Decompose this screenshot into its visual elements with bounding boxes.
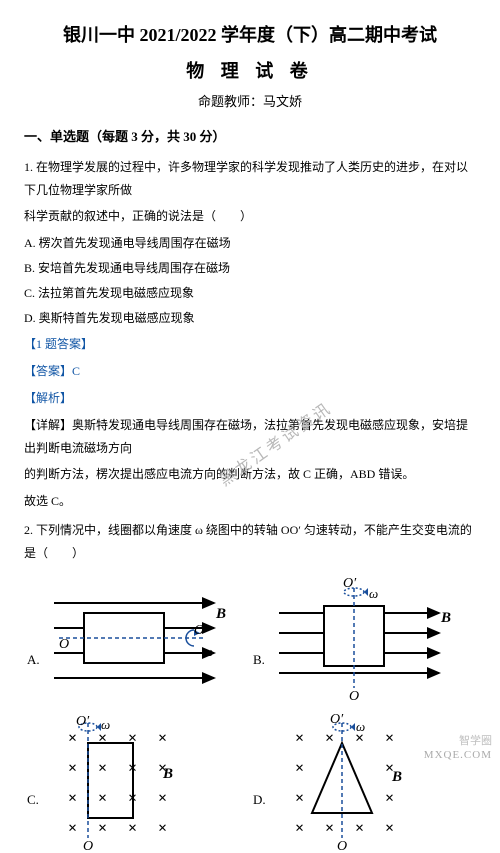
- svg-text:×: ×: [158, 730, 167, 747]
- svg-text:×: ×: [385, 790, 394, 807]
- q1-detail-3: 故选 C。: [24, 490, 476, 513]
- svg-text:×: ×: [158, 820, 167, 837]
- q2-stem: 2. 下列情况中，线圈都以角速度 ω 绕图中的转轴 OO′ 匀速转动，不能产生交…: [24, 519, 476, 565]
- svg-text:B: B: [215, 606, 226, 622]
- q1-stem-2: 科学贡献的叙述中，正确的说法是（ ）: [24, 205, 476, 228]
- svg-text:×: ×: [98, 820, 107, 837]
- svg-text:ω: ω: [369, 586, 378, 601]
- q1-opt-b: B. 安培首先发现通电导线周围存在磁场: [24, 257, 476, 280]
- figure-row: A. O O′ ω B B.: [24, 573, 476, 853]
- exam-subject: 物 理 试 卷: [24, 54, 476, 88]
- figure-c: C. ×××× ×××× ×××× ×××× O′ ω O B: [27, 713, 247, 853]
- svg-text:×: ×: [325, 820, 334, 837]
- svg-text:×: ×: [98, 730, 107, 747]
- teacher-line: 命题教师：马文娇: [24, 90, 476, 115]
- q1-answer: 【答案】C: [24, 360, 476, 383]
- figure-b: B. O O′ ω B: [253, 573, 473, 713]
- svg-text:×: ×: [68, 730, 77, 747]
- fig-b-svg: O O′ ω B: [269, 578, 459, 708]
- svg-text:×: ×: [158, 790, 167, 807]
- figure-a: A. O O′ ω B: [27, 573, 247, 713]
- fig-c-svg: ×××× ×××× ×××× ×××× O′ ω O B: [43, 713, 233, 853]
- svg-text:×: ×: [128, 820, 137, 837]
- q1-explain-label: 【解析】: [24, 387, 476, 410]
- q1-answer-label: 【1 题答案】: [24, 333, 476, 356]
- section-heading: 一、单选题（每题 3 分，共 30 分）: [24, 125, 476, 150]
- svg-text:B: B: [162, 766, 173, 782]
- svg-text:×: ×: [385, 820, 394, 837]
- svg-text:×: ×: [355, 820, 364, 837]
- fig-a-svg: O O′ ω B: [44, 578, 234, 708]
- watermark-url: MXQE.COM: [424, 745, 492, 766]
- svg-text:ω: ω: [204, 644, 213, 659]
- exam-title: 银川一中 2021/2022 学年度（下）高二期中考试: [24, 18, 476, 52]
- svg-text:×: ×: [98, 790, 107, 807]
- svg-text:×: ×: [385, 730, 394, 747]
- q1-stem-1: 1. 在物理学发展的过程中，许多物理学家的科学发现推动了人类历史的进步，在对以下…: [24, 156, 476, 202]
- q1-opt-d: D. 奥斯特首先发现电磁感应现象: [24, 307, 476, 330]
- svg-text:ω: ω: [101, 717, 110, 732]
- svg-text:×: ×: [98, 760, 107, 777]
- svg-text:ω: ω: [356, 719, 365, 734]
- fig-c-label: C.: [27, 788, 39, 813]
- q1-opt-a: A. 楞次首先发现通电导线周围存在磁场: [24, 232, 476, 255]
- svg-text:×: ×: [295, 790, 304, 807]
- svg-text:O: O: [337, 839, 347, 853]
- fig-d-label: D.: [253, 788, 266, 813]
- q1-opt-c: C. 法拉第首先发现电磁感应现象: [24, 282, 476, 305]
- svg-text:O′: O′: [330, 713, 344, 727]
- svg-text:×: ×: [295, 730, 304, 747]
- fig-d-svg: ×××× ×× ×× ×××× O′ ω O B: [270, 713, 460, 853]
- svg-text:×: ×: [325, 730, 334, 747]
- figure-d: D. ×××× ×× ×× ×××× O′ ω O B: [253, 713, 473, 853]
- svg-text:×: ×: [295, 820, 304, 837]
- svg-text:O: O: [83, 839, 93, 853]
- svg-text:O′: O′: [76, 714, 90, 729]
- svg-text:O: O: [59, 637, 69, 652]
- svg-text:O′: O′: [194, 623, 208, 638]
- svg-text:×: ×: [68, 790, 77, 807]
- svg-text:O′: O′: [343, 578, 357, 591]
- q1-detail-2: 的判断方法，楞次提出感应电流方向的判断方法，故 C 正确，ABD 错误。: [24, 463, 476, 486]
- svg-text:B: B: [440, 610, 451, 626]
- svg-text:×: ×: [68, 820, 77, 837]
- fig-a-label: A.: [27, 648, 40, 673]
- fig-b-label: B.: [253, 648, 265, 673]
- svg-text:O: O: [349, 689, 359, 704]
- svg-text:×: ×: [68, 760, 77, 777]
- svg-text:×: ×: [295, 760, 304, 777]
- svg-text:B: B: [391, 769, 402, 785]
- q1-detail-1: 【详解】奥斯特发现通电导线周围存在磁场，法拉第首先发现电磁感应现象，安培提出判断…: [24, 414, 476, 460]
